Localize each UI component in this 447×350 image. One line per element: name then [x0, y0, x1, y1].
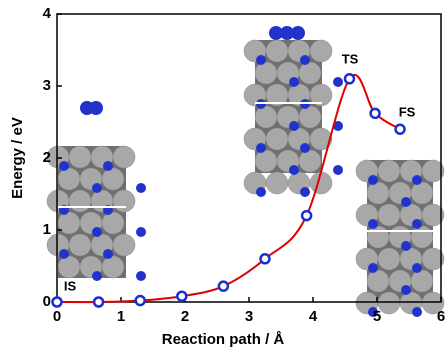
n-atom: [92, 227, 102, 237]
atom: [58, 256, 80, 278]
atom: [102, 256, 124, 278]
atom: [58, 168, 80, 190]
atom: [113, 234, 135, 256]
marker: [371, 109, 380, 118]
atom: [255, 106, 277, 128]
y-tick-label: 4: [43, 5, 52, 22]
n-atom: [136, 183, 146, 193]
x-tick-label: 6: [437, 308, 445, 325]
y-tick-label: 3: [43, 77, 51, 94]
atom: [411, 226, 433, 248]
n-atom: [368, 219, 378, 229]
atom: [266, 172, 288, 194]
atom: [310, 40, 332, 62]
n-atom: [412, 263, 422, 273]
marker: [53, 298, 62, 307]
n-atom: [256, 55, 266, 65]
atom: [266, 40, 288, 62]
n-atom: [412, 219, 422, 229]
marker: [302, 211, 311, 220]
atom: [69, 234, 91, 256]
annotation: TS: [342, 51, 359, 66]
marker: [94, 298, 103, 307]
n-atom: [103, 249, 113, 259]
atom: [113, 146, 135, 168]
n-atom: [401, 285, 411, 295]
marker: [177, 292, 186, 301]
atom: [378, 248, 400, 270]
n-atom: [333, 165, 343, 175]
x-tick-label: 5: [373, 308, 381, 325]
n-atom: [401, 197, 411, 207]
marker: [136, 296, 145, 305]
marker: [396, 125, 405, 134]
atom: [69, 190, 91, 212]
marker: [261, 254, 270, 263]
n-atom: [412, 175, 422, 185]
y-tick-label: 1: [43, 221, 51, 238]
atom: [367, 226, 389, 248]
atom: [378, 160, 400, 182]
atom: [378, 292, 400, 314]
slab: [47, 146, 146, 281]
n-atom: [412, 307, 422, 317]
n-atom: [368, 263, 378, 273]
n-atom: [256, 187, 266, 197]
atom: [299, 106, 321, 128]
x-tick-label: 4: [309, 308, 318, 325]
n-atom: [300, 187, 310, 197]
x-axis-label: Reaction path / Å: [162, 331, 285, 348]
n-atom: [256, 143, 266, 153]
atom: [299, 62, 321, 84]
atom: [411, 270, 433, 292]
atom: [255, 150, 277, 172]
n-atom: [368, 175, 378, 185]
chart: Reaction path / Å Energy / eV 0 1 2 3 4 5 6 0 1 2…: [0, 0, 447, 350]
atom: [367, 182, 389, 204]
x-tick-label: 0: [53, 308, 61, 325]
atom: [113, 190, 135, 212]
atom: [102, 212, 124, 234]
y-tick-label: 0: [43, 293, 51, 310]
atom: [378, 204, 400, 226]
n-atom: [136, 271, 146, 281]
n-atom: [300, 143, 310, 153]
y-axis-label: Energy / eV: [9, 117, 26, 199]
n2-atom: [89, 101, 103, 115]
n2-atom: [291, 26, 305, 40]
n-atom: [300, 55, 310, 65]
n-atom: [289, 165, 299, 175]
atom: [367, 270, 389, 292]
slab: [244, 40, 343, 197]
n-atom: [289, 121, 299, 131]
x-tick-label: 1: [117, 308, 125, 325]
n-atom: [92, 271, 102, 281]
n-atom: [59, 249, 69, 259]
atom: [299, 150, 321, 172]
n-atom: [92, 183, 102, 193]
marker: [219, 282, 228, 291]
y-tick-label: 2: [43, 149, 51, 166]
n-atom: [59, 161, 69, 171]
n-atom: [103, 161, 113, 171]
n-atom: [401, 241, 411, 251]
x-tick-label: 3: [245, 308, 253, 325]
atom: [411, 182, 433, 204]
atom: [102, 168, 124, 190]
slab: [356, 160, 444, 317]
annotation: IS: [64, 278, 77, 293]
x-tick-label: 2: [181, 308, 189, 325]
atom: [69, 146, 91, 168]
n-atom: [289, 77, 299, 87]
marker: [345, 74, 354, 83]
atom: [266, 128, 288, 150]
n-atom: [333, 77, 343, 87]
atom: [255, 62, 277, 84]
annotation: FS: [399, 104, 416, 119]
n-atom: [136, 227, 146, 237]
